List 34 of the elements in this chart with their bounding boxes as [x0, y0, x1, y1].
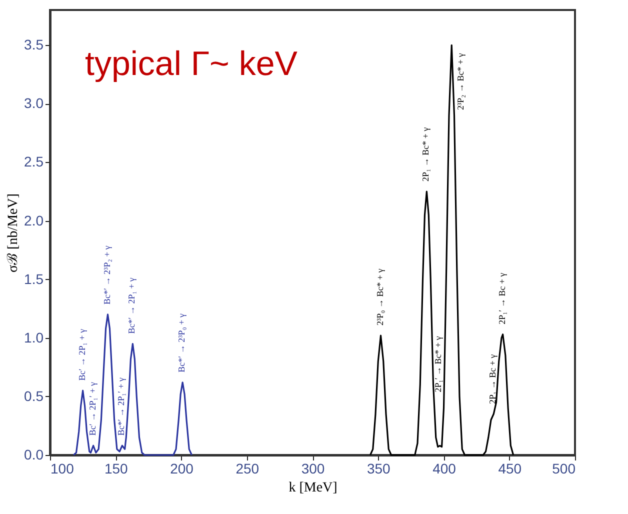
annotation: Bc*′ → 2³P₀ + γ	[176, 314, 187, 372]
y-tick-label: 1.0	[24, 329, 44, 346]
annotation: 2P₁ → Bc + γ	[488, 354, 498, 404]
x-tick-label: 350	[366, 460, 391, 476]
x-axis-title: k [MeV]	[288, 480, 338, 496]
y-tick-label: 0.0	[24, 446, 44, 462]
y-axis-title: σℬ [nb/MeV]	[6, 193, 22, 273]
x-tick-label: 450	[498, 460, 522, 476]
annotation: Bc′ → 2P₁′ + γ	[87, 382, 98, 436]
text: typical Γ~ keV	[85, 45, 298, 83]
annotation: 2P₁ → Bc* + γ	[420, 127, 431, 182]
line-series	[72, 314, 193, 456]
annotation: Bc*′ → 2³P₂ + γ	[102, 246, 112, 304]
y-tick-label: 3.0	[24, 95, 44, 112]
line-series	[369, 44, 514, 456]
y-tick-label: 2.5	[24, 154, 44, 170]
annotation: 2³P₂ → Bc* + γ	[456, 53, 466, 110]
annotation: Bc*′ → 2P₁ + γ	[126, 278, 137, 334]
x-tick-label: 250	[236, 460, 260, 476]
annotation: 2P₁′ → Bc + γ	[496, 272, 507, 324]
y-tick-label: 2.0	[24, 212, 44, 228]
y-tick-label: 0.5	[24, 388, 44, 404]
annotation: 2³P₀ → Bc* + γ	[374, 268, 385, 326]
x-tick-label: 500	[552, 460, 576, 476]
x-tick-label: 200	[170, 460, 194, 476]
annotation: Bc*′ → 2P₁′ + γ	[116, 377, 126, 436]
y-tick-label: 1.5	[24, 270, 44, 287]
y-tick-label: 3.5	[24, 36, 44, 53]
x-tick-label: 400	[432, 460, 456, 476]
x-tick-label: 150	[104, 460, 128, 476]
annotation: 2P₁′ → Bc* + γ	[432, 336, 443, 392]
x-tick-label: 100	[50, 460, 74, 476]
x-tick-label: 300	[301, 460, 325, 476]
annotation: Bc′ → 2P₁ + γ	[76, 328, 87, 381]
